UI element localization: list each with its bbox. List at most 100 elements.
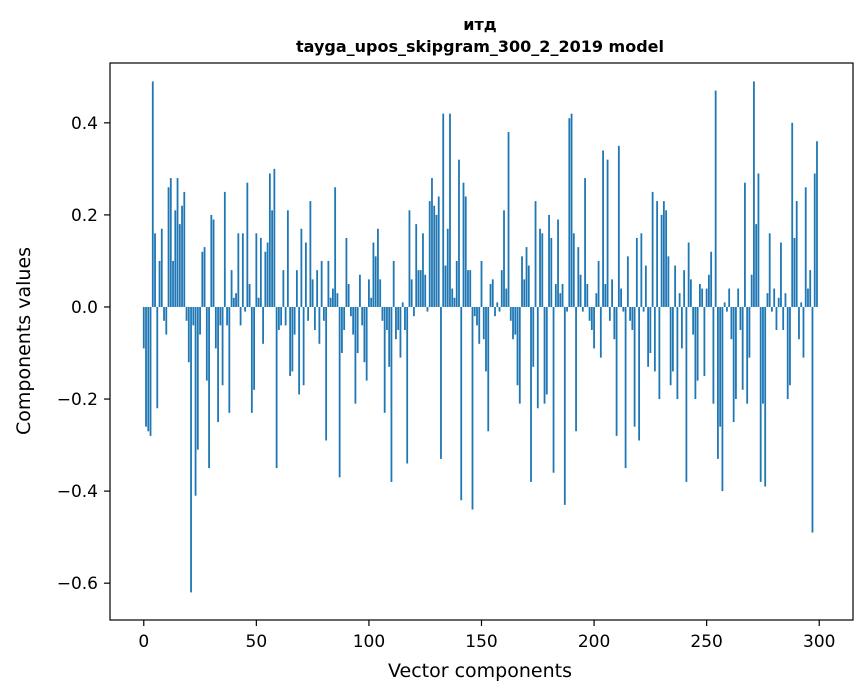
x-tick-label: 100 bbox=[353, 632, 385, 652]
bar bbox=[572, 233, 575, 307]
x-tick-label: 250 bbox=[690, 632, 722, 652]
bar bbox=[741, 306, 744, 390]
bar bbox=[701, 288, 704, 307]
bar bbox=[255, 233, 258, 307]
x-tick-label: 0 bbox=[138, 632, 149, 652]
bar bbox=[541, 233, 544, 307]
bar bbox=[523, 279, 526, 307]
bar bbox=[507, 132, 510, 307]
bar bbox=[644, 265, 647, 307]
bar bbox=[311, 279, 314, 307]
bar bbox=[784, 293, 787, 307]
bar bbox=[557, 219, 559, 307]
bar bbox=[804, 187, 807, 307]
bar bbox=[696, 306, 699, 381]
bar bbox=[735, 306, 737, 400]
bar bbox=[753, 81, 755, 307]
bar bbox=[548, 214, 550, 307]
bars-group bbox=[142, 81, 818, 593]
bar bbox=[658, 306, 661, 400]
bar bbox=[665, 210, 668, 307]
bar bbox=[302, 306, 305, 386]
x-axis-label: Vector components bbox=[388, 660, 572, 682]
bar bbox=[726, 306, 728, 312]
bar bbox=[771, 306, 773, 312]
bar bbox=[746, 306, 749, 404]
bar bbox=[795, 201, 798, 307]
bar bbox=[635, 237, 638, 307]
chart-title-line2: tayga_upos_skipgram_300_2_2019 model bbox=[296, 37, 664, 56]
bar bbox=[762, 306, 764, 404]
bar bbox=[178, 224, 181, 307]
bar bbox=[509, 306, 512, 321]
bar bbox=[235, 293, 237, 307]
bar bbox=[568, 118, 571, 307]
bar bbox=[491, 279, 494, 307]
bar bbox=[284, 306, 287, 326]
bar bbox=[232, 297, 235, 307]
bar bbox=[273, 168, 276, 307]
bar bbox=[253, 306, 255, 390]
bar bbox=[262, 306, 264, 344]
bar bbox=[410, 279, 413, 307]
bar bbox=[248, 283, 251, 307]
bar bbox=[487, 306, 490, 432]
x-tick-label: 150 bbox=[465, 632, 497, 652]
bar bbox=[329, 297, 332, 307]
bar bbox=[579, 274, 582, 307]
bar bbox=[766, 293, 769, 307]
bar bbox=[219, 306, 222, 326]
x-tick-label: 50 bbox=[246, 632, 268, 652]
bar bbox=[194, 306, 197, 496]
bar bbox=[244, 306, 246, 312]
bar bbox=[282, 270, 285, 307]
bar bbox=[534, 201, 537, 307]
bar bbox=[399, 306, 402, 358]
bar bbox=[802, 306, 805, 358]
bar bbox=[500, 270, 503, 307]
bar bbox=[237, 233, 240, 307]
plot-background bbox=[110, 63, 853, 620]
bar bbox=[651, 191, 654, 307]
bar bbox=[809, 270, 812, 307]
y-tick-label: −0.2 bbox=[57, 390, 98, 410]
bar bbox=[320, 260, 323, 307]
y-tick-label: 0.0 bbox=[71, 298, 98, 318]
y-tick-label: −0.4 bbox=[57, 482, 98, 502]
bar bbox=[642, 306, 645, 312]
bar bbox=[354, 306, 357, 404]
bar bbox=[462, 182, 465, 307]
bar bbox=[586, 283, 589, 307]
bar bbox=[208, 306, 210, 469]
bar bbox=[521, 256, 523, 307]
bar bbox=[530, 306, 532, 482]
bar bbox=[739, 306, 742, 330]
y-axis-label: Components values bbox=[13, 247, 35, 435]
bar bbox=[295, 270, 298, 307]
bar bbox=[728, 288, 731, 307]
bar bbox=[433, 205, 436, 307]
bar bbox=[142, 306, 145, 349]
bar bbox=[298, 306, 301, 395]
bar bbox=[775, 306, 778, 330]
bar bbox=[464, 196, 467, 307]
bar bbox=[304, 242, 307, 307]
bar bbox=[543, 306, 546, 404]
bar bbox=[471, 306, 474, 510]
bar bbox=[687, 242, 690, 307]
bar bbox=[415, 224, 418, 307]
bar bbox=[744, 182, 746, 307]
bar bbox=[748, 306, 751, 358]
bar bbox=[473, 306, 476, 317]
bar bbox=[313, 306, 316, 330]
bar bbox=[732, 306, 735, 423]
bar bbox=[773, 288, 776, 307]
bar bbox=[552, 306, 555, 473]
bar bbox=[554, 283, 557, 307]
bar bbox=[458, 159, 460, 307]
bar bbox=[816, 141, 818, 307]
x-tick-label: 300 bbox=[803, 632, 835, 652]
bar bbox=[705, 288, 708, 307]
bar bbox=[361, 306, 364, 326]
